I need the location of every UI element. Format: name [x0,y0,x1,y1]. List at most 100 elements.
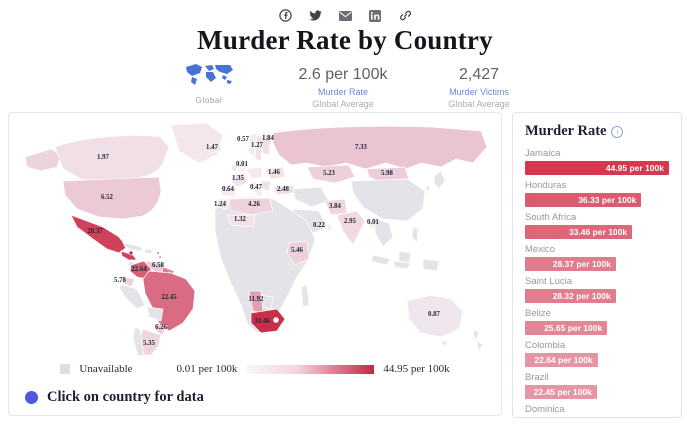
stat-label-link[interactable]: Murder Rate [317,87,369,97]
country-mali-region[interactable] [226,214,256,228]
copy-link-icon[interactable] [399,9,412,22]
bar-row-saint-lucia[interactable]: Saint Lucia 28.32 per 100k [525,276,669,303]
country-italy[interactable] [250,180,264,198]
country-spain[interactable] [220,184,238,198]
country-korea[interactable] [424,184,431,195]
map-value-label-italy: 0.47 [250,184,262,191]
country-india[interactable] [336,210,366,246]
bar-belize[interactable]: 25.65 per 100k [525,321,608,335]
country-new-guinea[interactable] [422,258,440,272]
bar-row-south-africa[interactable]: South Africa 33.46 per 100k [525,212,669,239]
bar-dominica[interactable]: 20.84 per 100k [525,417,592,418]
country-australia[interactable] [406,294,464,338]
country-paraguay[interactable] [154,322,168,336]
country-canada[interactable] [54,135,170,184]
map-instruction-note: Click on country for data [25,389,204,406]
world-map-panel: 1.97 6.52 28.37 1.47 0.57 1.27 1.84 0.01 1.35 1.4… [8,112,502,416]
bar-mexico[interactable]: 28.37 per 100k [525,257,616,271]
country-germany-region[interactable] [246,166,264,180]
country-russia[interactable] [272,125,488,170]
bar-country-label: Honduras [525,180,567,191]
map-value-label-south-africa: 33.46 [254,318,270,325]
country-cuba[interactable] [122,242,145,252]
country-oman[interactable] [326,222,334,233]
country-indonesia-sumatra[interactable] [370,254,392,266]
bar-row-belize[interactable]: Belize 25.65 per 100k [525,308,669,335]
country-japan[interactable] [433,170,446,190]
stat-label-link[interactable]: Murder Victims [449,87,509,97]
bar-value-label: 36.33 per 100k [578,195,637,205]
country-finland[interactable] [261,132,272,156]
bar-saint-lucia[interactable]: 28.32 per 100k [525,289,616,303]
country-tasmania[interactable] [440,340,448,348]
country-kazakhstan[interactable] [306,164,356,184]
country-botswana[interactable] [260,294,274,310]
map-value-label-finland: 1.84 [262,135,274,142]
country-philippines[interactable] [411,226,419,244]
bar-row-jamaica[interactable]: Jamaica 44.95 per 100k [525,148,669,175]
country-morocco[interactable] [216,198,230,210]
country-usa[interactable] [62,176,162,220]
country-sweden[interactable] [254,134,264,162]
country-hispaniola[interactable] [144,248,154,255]
country-iceland[interactable] [206,143,223,154]
bar-row-honduras[interactable]: Honduras 36.33 per 100k [525,180,669,207]
bar-south-africa[interactable]: 33.46 per 100k [525,225,633,239]
linkedin-share-icon[interactable] [369,9,382,22]
country-iran-region[interactable] [292,186,330,208]
country-jamaica[interactable] [128,250,134,256]
selected-country-marker [273,317,279,323]
bar-jamaica[interactable]: 44.95 per 100k [525,161,669,175]
map-value-label-turkey: 2.48 [277,186,289,193]
map-value-label-colombia: 22.64 [131,266,147,273]
country-peru[interactable] [118,284,146,310]
country-saint-lucia[interactable] [156,251,160,255]
country-alaska[interactable] [24,148,62,172]
map-value-label-australia: 0.87 [428,311,440,318]
country-greenland[interactable] [170,122,224,164]
email-share-icon[interactable] [338,9,352,22]
bar-country-label: Dominica [525,404,565,415]
map-value-label-libya: 4.26 [248,201,260,208]
map-value-label-paraguay: 6.26 [155,324,167,331]
country-new-zealand[interactable] [472,328,484,352]
country-eastern-europe[interactable] [264,166,286,180]
country-libya-region[interactable] [228,197,274,216]
country-china[interactable] [350,178,426,222]
map-value-label-eastern-europe: 1.46 [268,169,280,176]
country-uk[interactable] [236,158,247,174]
facebook-share-icon[interactable] [278,9,292,22]
info-icon[interactable]: i [611,125,624,138]
country-brazil[interactable] [142,270,196,332]
country-france[interactable] [230,172,248,188]
map-value-label-india: 2.95 [344,218,356,225]
bar-row-brazil[interactable]: Brazil 22.45 per 100k [525,372,669,399]
bar-country-label: Mexico [525,244,556,255]
bar-brazil[interactable]: 22.45 per 100k [525,385,597,399]
country-madagascar[interactable] [300,284,310,308]
country-balkans[interactable] [260,180,272,192]
country-south-africa[interactable] [250,308,286,334]
bar-honduras[interactable]: 36.33 per 100k [525,193,642,207]
page-title: Murder Rate by Country [197,25,493,55]
map-value-label-norway: 0.57 [237,136,249,143]
legend-max-label: 44.95 per 100k [383,363,450,375]
bar-colombia[interactable]: 22.64 per 100k [525,353,598,367]
world-choropleth-map[interactable]: 1.97 6.52 28.37 1.47 0.571.271.84 0.01 1.35 1.4… [11,119,501,361]
page-header: Murder Rate by Country Global 2.6 per 10… [0,0,690,109]
country-dominica[interactable] [158,255,162,259]
twitter-share-icon[interactable] [308,9,322,22]
country-borneo[interactable] [398,250,412,264]
country-bolivia[interactable] [146,306,164,322]
map-value-label-canada: 1.97 [97,154,109,161]
bar-row-colombia[interactable]: Colombia 22.64 per 100k [525,340,669,367]
country-chile[interactable] [132,326,145,357]
country-indochina[interactable] [374,218,394,248]
global-map-thumbnail[interactable]: Global [166,60,252,105]
country-kenya-region[interactable] [286,240,310,266]
bar-row-dominica[interactable]: Dominica 20.84 per 100k [525,404,669,418]
country-mexico[interactable] [70,214,128,254]
bar-value-label: 22.45 per 100k [533,387,592,397]
country-ireland[interactable] [230,164,238,173]
bar-row-mexico[interactable]: Mexico 28.37 per 100k [525,244,669,271]
